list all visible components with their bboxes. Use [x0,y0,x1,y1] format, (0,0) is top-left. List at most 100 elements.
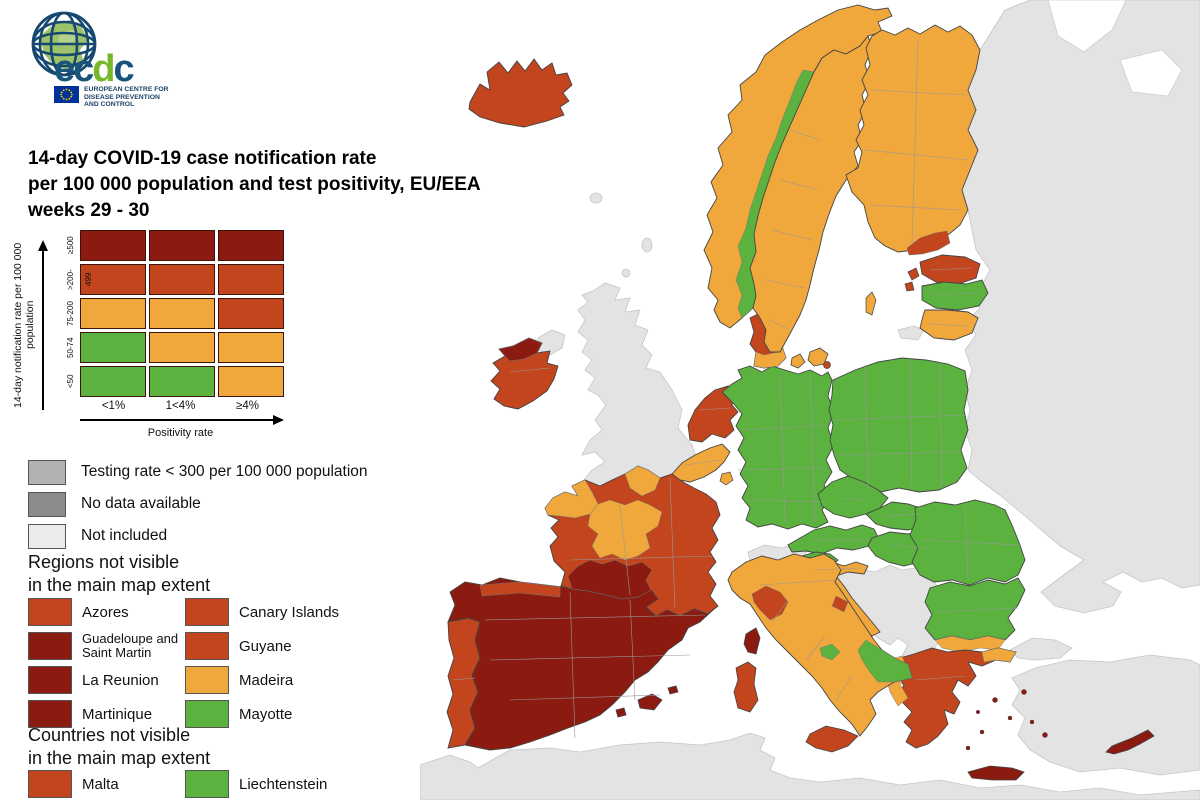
countries-heading: Countries not visible in the main map ex… [28,725,211,768]
list-item: Canary Islands [185,598,385,626]
map-region-france-north [624,465,661,497]
matrix-col-label: <1% [101,400,126,412]
legend-item: Testing rate < 300 per 100 000 populatio… [28,459,368,485]
matrix-cell [218,298,284,329]
map-white-sea-2 [1119,49,1183,97]
map-region-aegean-islands [965,689,1048,751]
ecdc-wordmark: ecdc [54,48,135,90]
list-item-swatch [28,666,72,694]
map-region-portugal [446,617,481,749]
matrix-row: 50-74 [62,332,362,363]
map-region-turkey [1011,654,1200,776]
map-region-corsica [743,627,761,655]
map-region-finland [845,24,981,253]
map-region-germany [721,365,835,530]
map-region-italy-molise [819,643,841,661]
legend-swatch [28,459,66,485]
matrix-cell [149,332,215,363]
ecdc-tagline: EUROPEAN CENTRE FOR DISEASE PREVENTION A… [84,86,169,109]
matrix-cell [80,264,146,295]
matrix-cell [218,264,284,295]
map-region-orkney [621,268,631,278]
map-region-czechia [817,475,889,519]
matrix-row: <50 [62,366,362,397]
map-region-bulgaria [924,577,1026,641]
map-region-shetland [641,237,653,253]
map-region-estonia [919,254,981,285]
europe-choropleth-map [420,0,1200,800]
legend-item: No data available [28,491,368,517]
matrix-cell [80,332,146,363]
map-region-turkey-europe [1009,637,1073,661]
legend-swatch [28,523,66,549]
map-region-italy-tuscany [751,585,789,621]
map-region-crete [967,765,1025,781]
list-item-label: Azores [82,603,129,621]
title-line-1: 14-day COVID-19 case notification rate [28,148,377,169]
map-region-latvia [921,279,989,311]
countries-not-visible-list: Malta Liechtenstein [28,770,385,798]
list-item-label: Martinique [82,705,153,723]
matrix-cell [80,298,146,329]
map-region-iceland [468,58,573,128]
ecdc-logo: ecdc EUROPEAN CENTRE FOR DISEASE PREVENT… [30,6,250,118]
matrix-row-label: <50 [66,374,75,389]
map-region-finland-south [906,230,951,256]
matrix-cell [149,366,215,397]
title-line-3: weeks 29 - 30 [28,200,150,221]
regions-heading: Regions not visible in the main map exte… [28,552,211,595]
matrix-row-label: >200-499 [66,269,93,290]
list-item: Guadeloupe and Saint Martin [28,632,185,660]
ecdc-globe-icon [31,11,97,77]
list-item-label: La Reunion [82,671,159,689]
matrix-row: 75-200 [62,298,362,329]
matrix-cell [218,332,284,363]
matrix-cell [80,366,146,397]
matrix-col-label: 1<4% [165,400,196,412]
map-region-bulgaria-south [934,635,1006,653]
matrix-row-label: ≥500 [66,236,75,255]
title-line-2: per 100 000 population and test positivi… [28,174,481,195]
map-region-denmark-islands [790,347,829,369]
list-item-swatch [28,598,72,626]
map-region-greece-thrace [981,647,1017,663]
list-item-swatch [185,700,229,728]
list-item: La Reunion [28,666,185,694]
matrix-y-axis-label: 14-day notification rate per 100 000 pop… [12,242,36,408]
matrix-x-axis-arrow-icon [80,415,284,425]
map-region-sardinia [733,661,759,713]
matrix-cell [149,298,215,329]
list-item-label: Liechtenstein [239,775,328,793]
matrix-cell [218,230,284,261]
matrix-cell [149,264,215,295]
map-region-france-south [567,559,653,600]
map-region-italy-marche [831,595,849,613]
list-item: Guyane [185,632,385,660]
map-white-sea [1047,0,1127,53]
list-item-swatch [185,666,229,694]
regions-not-visible-list: Azores Canary Islands Guadeloupe and Saint… [28,598,385,728]
legend-swatch [28,491,66,517]
matrix-col-label: ≥4% [236,400,259,412]
list-item: Malta [28,770,185,798]
list-item-label: Madeira [239,671,294,689]
list-item-label: Mayotte [239,705,293,723]
list-item-swatch [185,598,229,626]
map-region-northern-ireland [537,329,566,356]
matrix-row-label: 75-200 [66,301,75,326]
legend-label: No data available [81,495,201,512]
list-item-swatch [28,632,72,660]
map-region-cyprus [1105,729,1155,755]
map-region-bornholm [823,361,831,369]
map-region-faroe [589,192,603,204]
map-region-greece [895,647,1017,749]
map-region-austria [787,524,879,555]
list-item: Madeira [185,666,385,694]
map-region-italy-puglia [857,639,913,683]
matrix-x-axis-label: Positivity rate [147,427,214,439]
map-region-spain-north-coast [479,581,561,598]
matrix-grid: ≥500 >200-499 75-200 50-74 <50 [62,230,362,397]
list-item: Mayotte [185,700,385,728]
map-region-france-center [587,499,663,561]
map-region-netherlands [687,385,739,443]
